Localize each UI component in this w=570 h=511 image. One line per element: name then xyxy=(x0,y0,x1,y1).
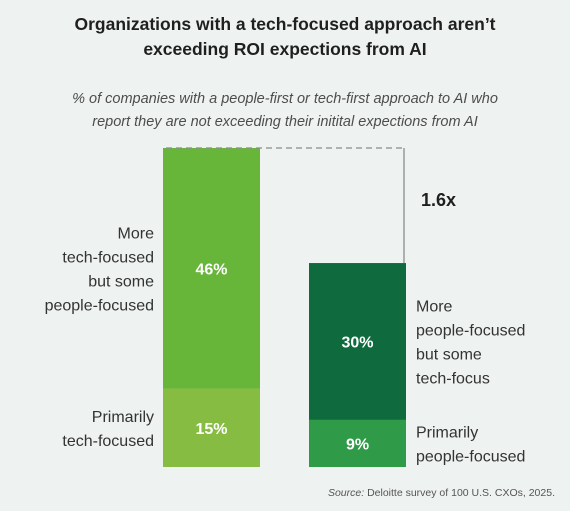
chart-title-line-2: exceeding ROI expections from AI xyxy=(143,39,426,59)
bar-1-segment-2 xyxy=(163,148,260,389)
bar-2-segment-2-value-label: 30% xyxy=(341,334,373,351)
source-note: Source: Deloitte survey of 100 U.S. CXOs… xyxy=(328,487,555,499)
bar-2-segment-2-category-line-3: but some xyxy=(416,346,482,363)
bar-1-segment-2-category-line-2: tech-focused xyxy=(62,249,154,266)
bar-2-segment-1-value-label: 9% xyxy=(346,436,369,453)
plot-area: 15% Primarily tech-focused 46% More tech-focu… xyxy=(45,147,525,467)
bar-1-segment-1-category-line-1: Primarily xyxy=(92,409,154,426)
chart-title-line-1: Organizations with a tech-focused approa… xyxy=(74,14,495,34)
bar-2-segment-2-category-line-1: More xyxy=(416,298,453,315)
bar-1-segment-2-category-line-1: More xyxy=(118,225,155,242)
bar-2-segment-2-category-line-2: people-focused xyxy=(416,322,525,339)
bar-1-segment-2-value-label: 46% xyxy=(195,261,227,278)
bar-2-segment-1-category-line-1: Primarily xyxy=(416,424,478,441)
bar-2-segment-2-category-line-4: tech-focus xyxy=(416,370,490,387)
bar-2-segment-1-category-line-2: people-focused xyxy=(416,448,525,465)
bar-1-segment-1 xyxy=(163,388,260,467)
bar-1-segment-1-value-label: 15% xyxy=(195,421,227,438)
chart-subtitle-line-1: % of companies with a people-first or te… xyxy=(72,91,498,107)
comparison-ratio-label: 1.6x xyxy=(421,190,456,210)
source-label: Source: xyxy=(328,487,364,499)
bar-1-segment-2-category-line-3: but some xyxy=(88,273,154,290)
bar-2-segment-2 xyxy=(309,263,406,420)
bar-1-segment-1-category-line-2: tech-focused xyxy=(62,433,154,450)
bar-1-segment-2-category-line-4: people-focused xyxy=(45,297,154,314)
source-text: Deloitte survey of 100 U.S. CXOs, 2025. xyxy=(364,487,555,499)
bar-2-segment-1 xyxy=(309,419,406,467)
chart-subtitle-line-2: report they are not exceeding their init… xyxy=(92,114,478,130)
